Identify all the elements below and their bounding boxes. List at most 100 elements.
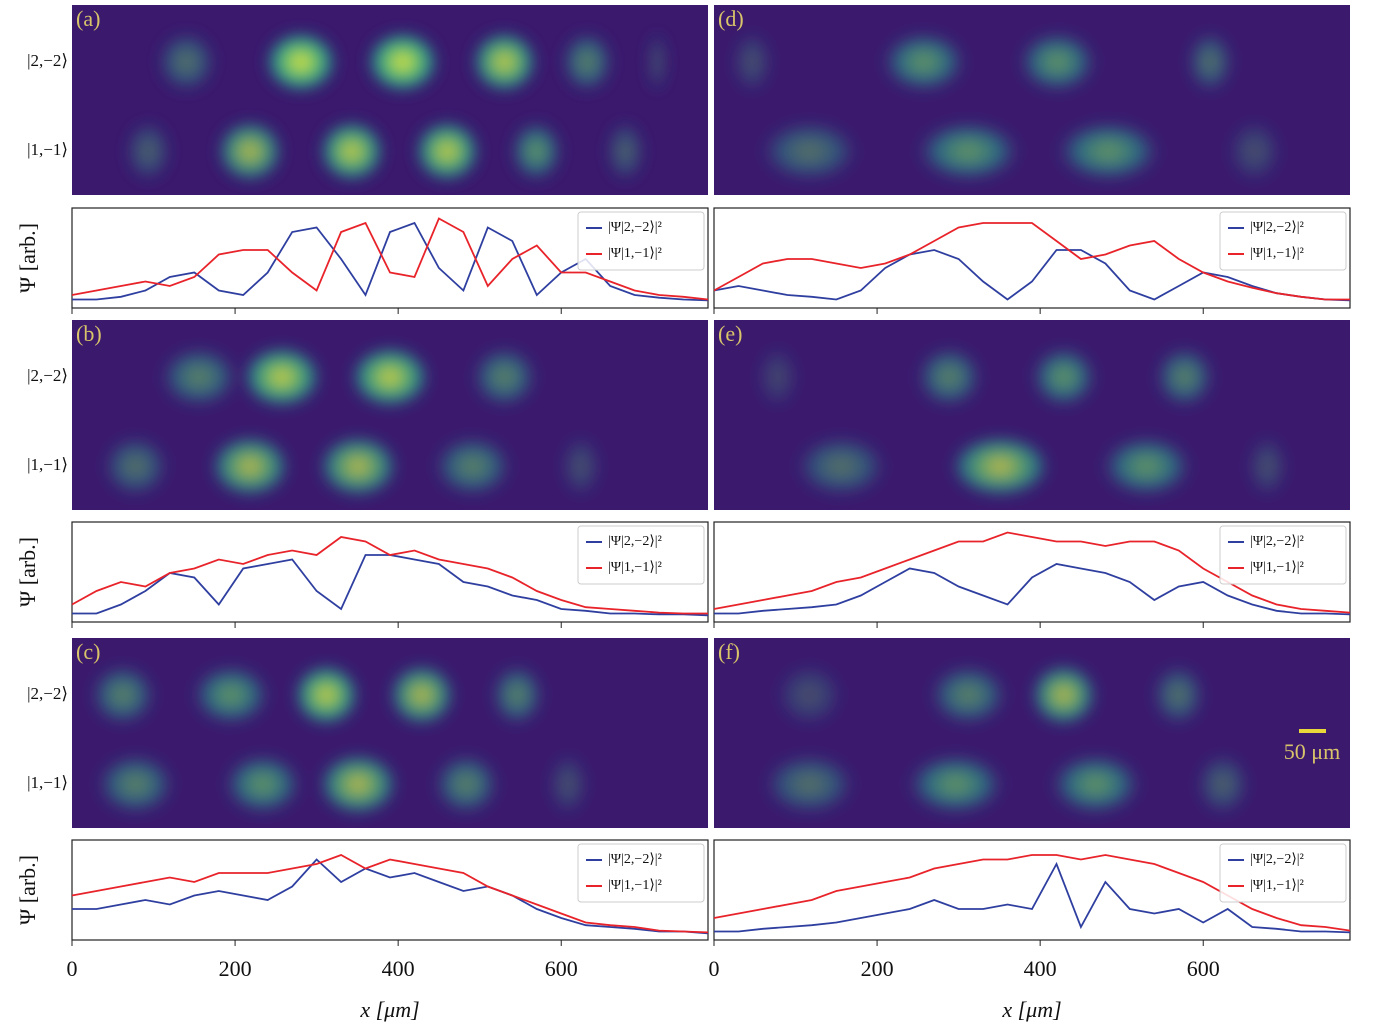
panel-label: (c)	[76, 639, 100, 664]
legend-box	[1219, 211, 1347, 271]
atom-cloud	[224, 754, 301, 815]
data-line	[714, 563, 1351, 616]
data-line	[713, 854, 1351, 932]
atom-cloud	[434, 754, 499, 815]
state-label: |2,−2⟩	[27, 684, 68, 703]
atom-cloud	[1051, 754, 1141, 815]
x-tick-label: 0	[709, 956, 720, 981]
x-axis-label: x [μm]	[1001, 997, 1061, 1022]
x-tick-label: 600	[1187, 956, 1220, 981]
atom-cloud	[161, 347, 238, 407]
atom-cloud	[952, 436, 1048, 497]
image-blobs	[758, 347, 1287, 497]
panel-label: (a)	[76, 6, 100, 31]
atom-cloud	[157, 32, 216, 92]
data-line	[71, 217, 709, 301]
plot-frame	[71, 207, 709, 309]
data-line	[713, 249, 1351, 302]
atom-cloud	[1152, 665, 1204, 725]
legend-label: |Ψ|1,−1⟩|²	[1250, 878, 1304, 893]
panel-label: (f)	[718, 639, 740, 664]
atom-cloud	[1156, 347, 1214, 407]
atom-cloud	[1032, 347, 1096, 407]
scale-bar-label: 50 μm	[1284, 739, 1340, 764]
atom-cloud	[320, 436, 397, 497]
plot-frame	[71, 521, 709, 623]
atom-cloud	[1197, 754, 1249, 815]
atom-cloud	[218, 121, 282, 182]
atom-cloud	[351, 347, 429, 407]
atom-cloud	[1187, 32, 1233, 92]
x-tick-label: 0	[67, 956, 78, 981]
atom-cloud	[367, 32, 438, 92]
legend-label: |Ψ|1,−1⟩|²	[608, 560, 662, 575]
x-tick-label: 600	[545, 956, 578, 981]
atom-cloud	[549, 754, 588, 815]
legend-box	[1219, 843, 1347, 903]
state-label: |1,−1⟩	[27, 455, 68, 474]
data-line	[71, 536, 708, 615]
legend-label: |Ψ|2,−2⟩|²	[608, 220, 662, 235]
plot-frame	[713, 839, 1351, 941]
x-axis-label: x [μm]	[359, 997, 419, 1022]
state-label: |2,−2⟩	[27, 51, 68, 70]
legend-label: |Ψ|1,−1⟩|²	[608, 246, 662, 261]
atom-cloud	[390, 665, 454, 725]
data-line	[71, 854, 709, 934]
y-axis-label: Ψ [arb.]	[15, 855, 40, 925]
atom-cloud	[126, 121, 171, 182]
state-label: |2,−2⟩	[27, 366, 68, 385]
atom-cloud	[265, 32, 336, 92]
legend-box	[577, 211, 705, 271]
x-tick-label: 200	[861, 956, 894, 981]
atom-cloud	[243, 347, 321, 407]
atom-cloud	[761, 121, 858, 182]
y-axis-label: Ψ [arb.]	[15, 537, 40, 607]
atom-cloud	[97, 754, 174, 815]
atom-cloud	[777, 665, 842, 725]
image-blobs	[103, 347, 600, 497]
x-tick-label: 200	[219, 956, 252, 981]
legend-label: |Ψ|1,−1⟩|²	[608, 878, 662, 893]
legend-label: |Ψ|1,−1⟩|²	[1250, 560, 1304, 575]
atom-cloud	[472, 32, 537, 92]
x-tick-label: 400	[1024, 956, 1057, 981]
atom-cloud	[647, 32, 667, 92]
atom-cloud	[561, 436, 600, 497]
legend-box	[1219, 525, 1347, 585]
atom-cloud	[434, 436, 511, 497]
data-line	[72, 221, 709, 302]
legend-box	[577, 843, 705, 903]
atom-cloud	[758, 347, 797, 407]
atom-cloud	[1101, 436, 1191, 497]
atom-cloud	[91, 665, 155, 725]
data-line	[713, 222, 1350, 301]
atom-cloud	[764, 754, 854, 815]
atom-cloud	[907, 754, 1004, 815]
atom-cloud	[294, 665, 359, 725]
atom-cloud	[415, 121, 480, 182]
data-line	[72, 858, 709, 935]
atom-cloud	[320, 121, 384, 182]
legend-label: |Ψ|2,−2⟩|²	[608, 852, 662, 867]
atom-cloud	[103, 436, 168, 497]
atom-cloud	[211, 436, 289, 497]
atom-cloud	[796, 436, 886, 497]
atom-cloud	[1248, 436, 1287, 497]
legend-label: |Ψ|2,−2⟩|²	[1250, 220, 1304, 235]
plot-frame	[713, 207, 1351, 309]
state-label: |1,−1⟩	[27, 773, 68, 792]
legend-label: |Ψ|2,−2⟩|²	[608, 534, 662, 549]
image-blobs	[91, 665, 588, 815]
legend-box	[577, 525, 705, 585]
atom-cloud	[733, 32, 772, 92]
atom-cloud	[510, 121, 562, 182]
atom-cloud	[606, 121, 645, 182]
atom-cloud	[882, 32, 966, 92]
atom-cloud	[192, 665, 270, 725]
y-axis-label: Ψ [arb.]	[15, 223, 40, 293]
atom-cloud	[917, 121, 1020, 182]
panel-label: (b)	[76, 321, 102, 346]
data-line	[713, 531, 1351, 614]
